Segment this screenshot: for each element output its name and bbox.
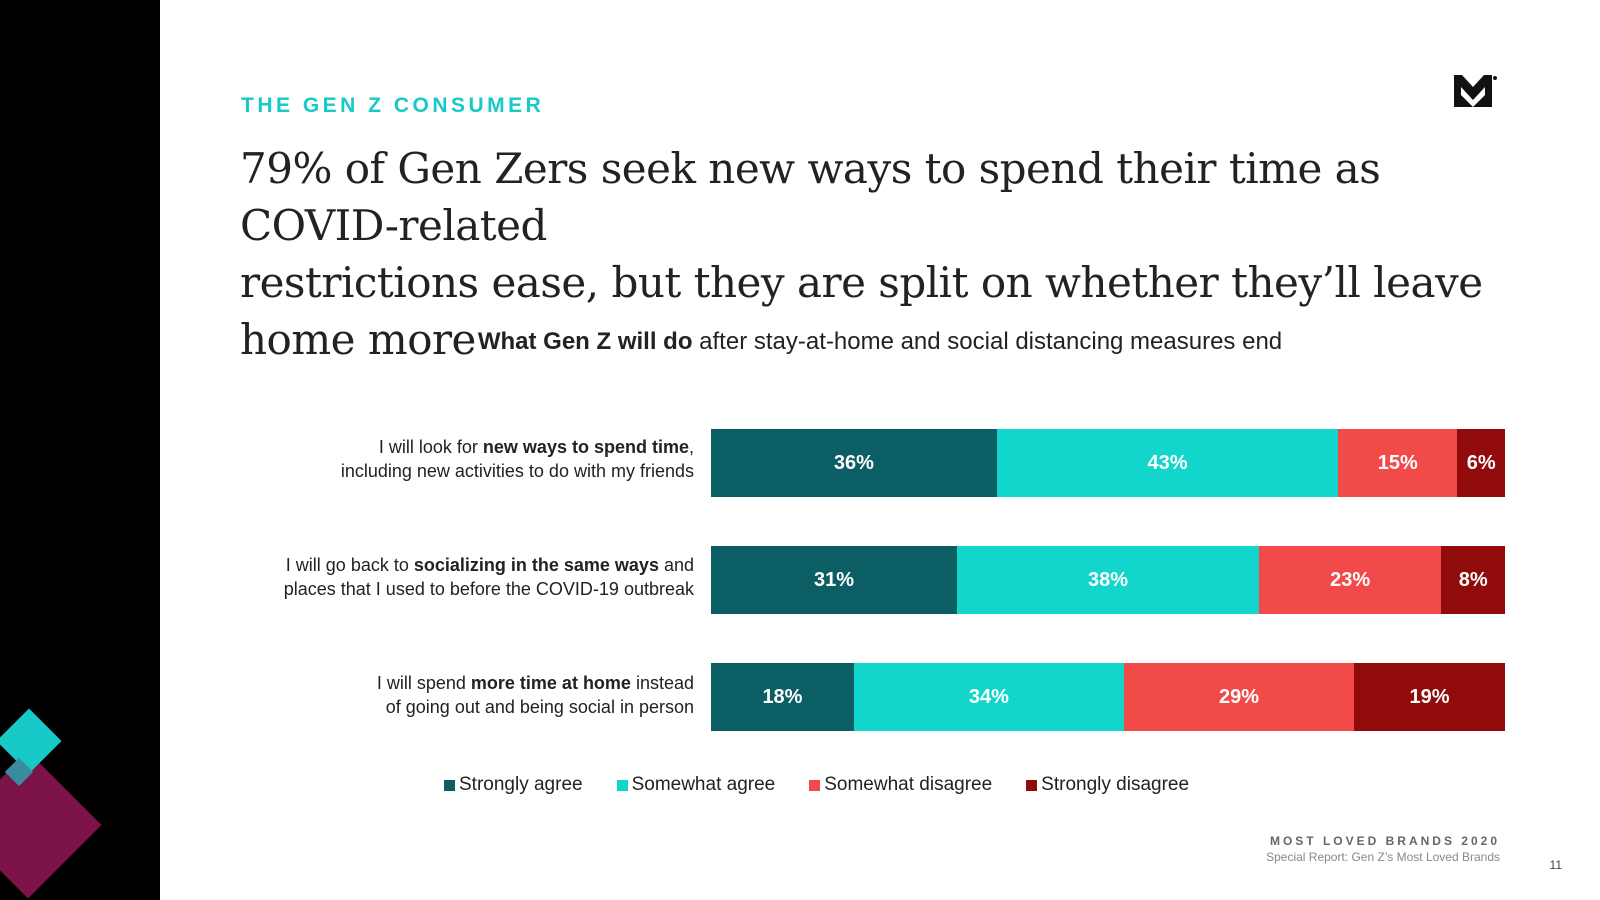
legend-label-somewhat-agree: Somewhat agree [631, 774, 776, 795]
bar-label-strongly-agree-row-2: 31% [814, 569, 855, 591]
bar-segment-somewhat-agree-row-3 [853, 663, 1124, 731]
bar-label-somewhat-disagree-row-3: 29% [1218, 686, 1260, 708]
bar-label-somewhat-agree-row-3: 34% [968, 686, 1009, 708]
row-label-1-line2: including new activities to do with my f… [340, 461, 694, 481]
row-label-2: I will go back to socializing in the sam… [220, 553, 694, 601]
row-label-2-pre: I will go back to [285, 555, 414, 575]
footer-brand: MOST LOVED BRANDS 2020 [1269, 834, 1500, 848]
bar-segment-somewhat-disagree-row-1 [1338, 429, 1458, 497]
morning-consult-logo-icon [1454, 75, 1497, 107]
chart-legend: Strongly agree Somewhat agree Somewhat d… [444, 774, 1189, 796]
legend-label-strongly-disagree: Strongly disagree [1041, 774, 1190, 795]
bar-label-somewhat-disagree-row-2: 23% [1330, 569, 1371, 591]
legend-label-somewhat-disagree: Somewhat disagree [824, 774, 993, 795]
bar-segment-strongly-agree-row-3 [711, 663, 854, 731]
row-label-3-pre: I will spend [376, 673, 471, 693]
legend-swatch-somewhat-disagree [809, 779, 821, 791]
bar-label-somewhat-agree-row-1: 43% [1147, 452, 1188, 474]
headline-line-1: 79% of Gen Zers seek new ways to spend t… [240, 144, 1381, 250]
legend-swatch-strongly-agree [444, 779, 455, 791]
bar-label-strongly-disagree-row-3: 19% [1409, 686, 1450, 708]
headline: 79% of Gen Zers seek new ways to spend t… [240, 140, 1520, 368]
bar-segment-strongly-disagree-row-1 [1457, 429, 1505, 497]
bar-label-somewhat-disagree-row-1: 15% [1377, 452, 1418, 474]
bar-segment-strongly-disagree-row-3 [1354, 663, 1505, 731]
chart-title-bold: What Gen Z will do [477, 328, 693, 355]
row-label-1-post: , [688, 437, 694, 457]
legend-label-strongly-agree: Strongly agree [459, 774, 583, 795]
bar-segment-somewhat-disagree-row-2 [1258, 546, 1442, 614]
legend-item-somewhat-disagree: Somewhat disagree [809, 774, 992, 796]
row-label-1-pre: I will look for [378, 437, 483, 457]
bar-label-strongly-disagree-row-1: 6% [1466, 452, 1496, 474]
section-label: THE GEN Z CONSUMER [241, 94, 545, 117]
page-number: 11 [1549, 858, 1562, 872]
chart-title: What Gen Z will do after stay-at-home an… [240, 328, 1520, 356]
footer-subtitle: Special Report: Gen Z’s Most Loved Brand… [1266, 850, 1500, 864]
bar-label-strongly-agree-row-1: 36% [833, 452, 874, 474]
chart-title-rest: after stay-at-home and social distancing… [692, 328, 1283, 355]
bar-segment-strongly-agree-row-1 [711, 429, 997, 497]
bar-segment-somewhat-agree-row-2 [957, 546, 1259, 614]
legend-swatch-somewhat-agree [616, 779, 628, 791]
bar-segment-somewhat-disagree-row-3 [1123, 663, 1355, 731]
row-label-2-bold: socializing in the same ways [413, 555, 659, 575]
legend-swatch-strongly-disagree [1026, 779, 1038, 791]
row-label-2-line2: places that I used to before the COVID-1… [283, 579, 694, 599]
row-label-1: I will look for new ways to spend time, … [220, 435, 694, 483]
legend-item-strongly-agree: Strongly agree [444, 774, 583, 796]
legend-item-somewhat-agree: Somewhat agree [616, 774, 776, 796]
row-label-3-line2: of going out and being social in person [385, 697, 694, 717]
legend-item-strongly-disagree: Strongly disagree [1026, 774, 1189, 796]
row-label-3: I will spend more time at home instead o… [220, 671, 694, 719]
left-decor-bar [0, 0, 160, 900]
bar-label-somewhat-agree-row-2: 38% [1087, 569, 1128, 591]
row-label-2-post: and [658, 555, 694, 575]
bar-label-strongly-agree-row-3: 18% [762, 686, 803, 708]
bar-segment-somewhat-agree-row-1 [996, 429, 1339, 497]
row-label-3-bold: more time at home [470, 673, 631, 693]
bar-segment-strongly-agree-row-2 [711, 546, 958, 614]
headline-line-2: restrictions ease, but they are split on… [240, 258, 1483, 364]
bar-label-strongly-disagree-row-2: 8% [1458, 569, 1488, 591]
row-label-3-post: instead [630, 673, 694, 693]
row-label-1-bold: new ways to spend time [482, 437, 689, 457]
bar-segment-strongly-disagree-row-2 [1441, 546, 1505, 614]
